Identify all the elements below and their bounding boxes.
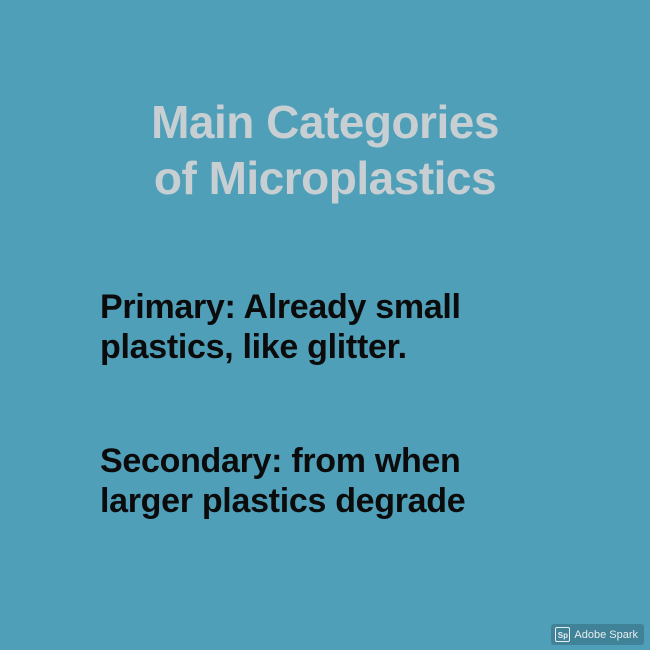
adobe-spark-badge[interactable]: Sp Adobe Spark [551,624,644,645]
primary-category-text: Primary: Already small plastics, like gl… [100,287,600,367]
primary-line-2: plastics, like glitter. [100,328,407,366]
secondary-line-2: larger plastics degrade [100,482,466,520]
adobe-spark-logo-icon: Sp [555,627,571,642]
secondary-category-text: Secondary: from when larger plastics deg… [100,441,600,521]
title-line-1: Main Categories [151,96,499,148]
adobe-spark-label: Adobe Spark [574,628,638,641]
title-line-2: of Microplastics [153,152,497,204]
secondary-line-1: Secondary: from when [100,442,461,480]
slide-title: Main Categories of Microplastics [0,94,650,206]
primary-line-1: Primary: Already small [100,288,461,326]
